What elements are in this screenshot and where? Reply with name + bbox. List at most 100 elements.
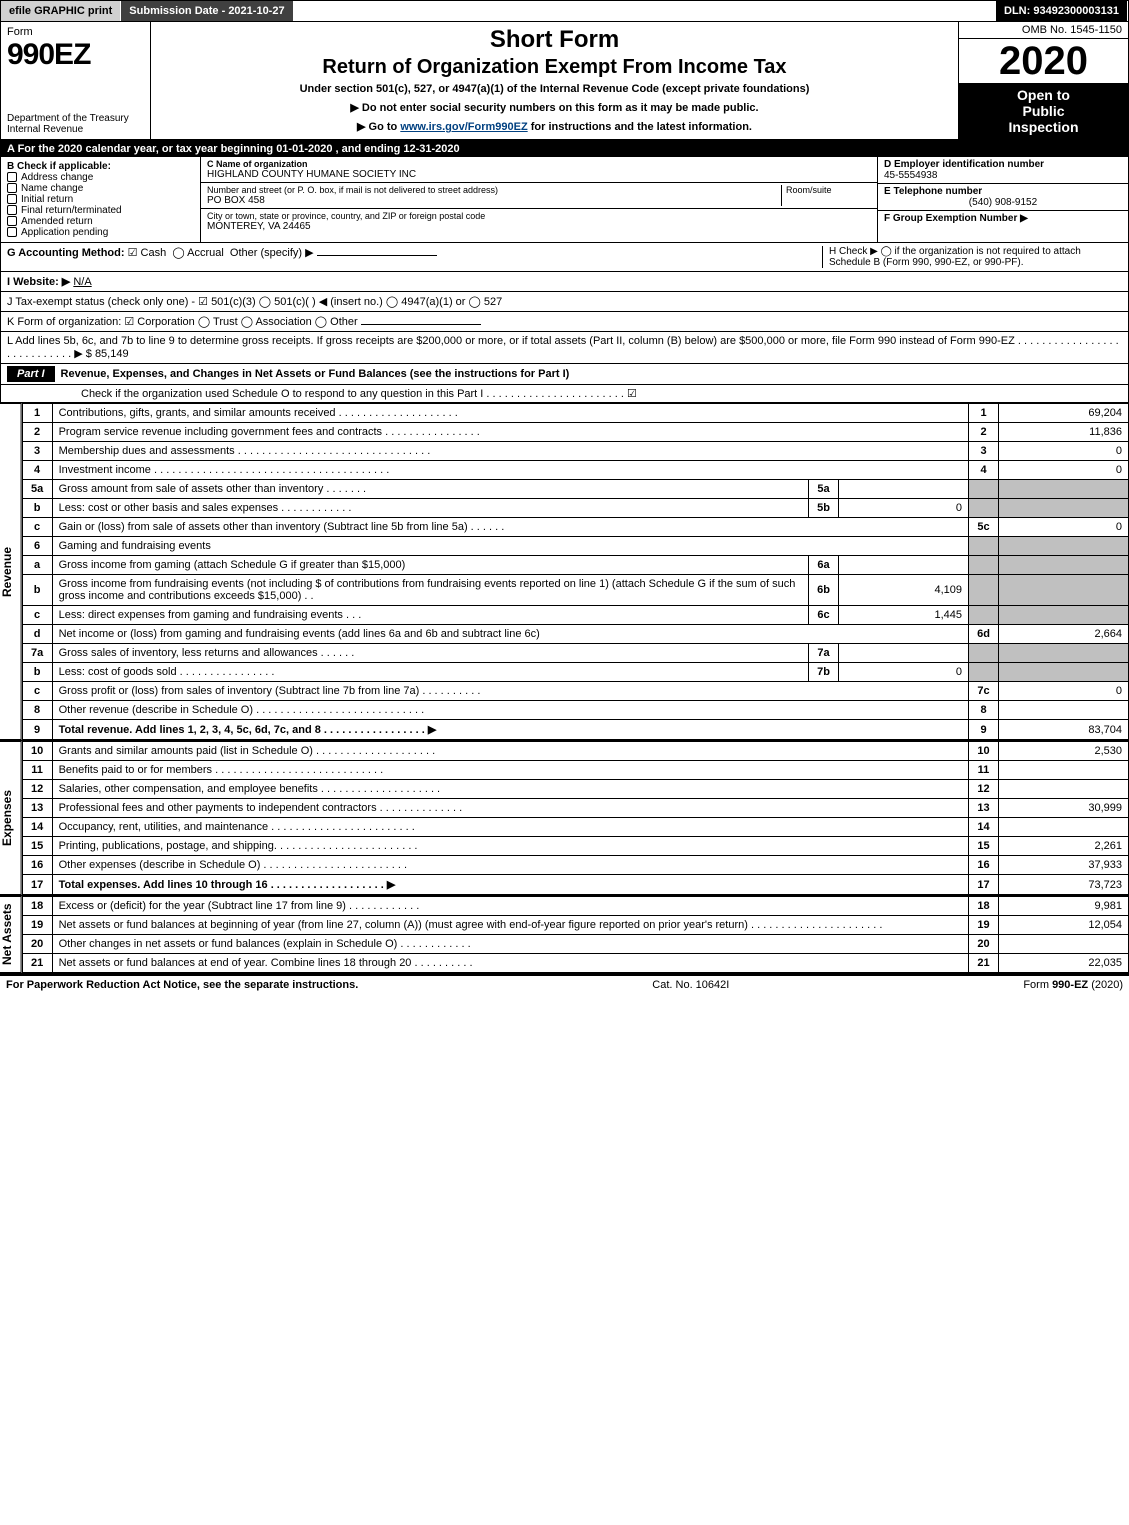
r5a-num: 5a	[22, 480, 52, 499]
form-header: Form 990EZ Department of the Treasury In…	[0, 22, 1129, 141]
c-city-label: City or town, state or province, country…	[207, 211, 871, 221]
revenue-table: 1Contributions, gifts, grants, and simil…	[22, 403, 1129, 740]
side-expenses: Expenses	[0, 741, 22, 895]
chk-amended-return[interactable]: Amended return	[7, 216, 194, 227]
chk-initial-return[interactable]: Initial return	[7, 194, 194, 205]
d-label: D Employer identification number	[884, 159, 1122, 170]
r17-amt: 73,723	[999, 875, 1129, 895]
r15-desc: Printing, publications, postage, and shi…	[52, 837, 968, 856]
row-6b: bGross income from fundraising events (n…	[22, 575, 1128, 606]
r4-amt: 0	[999, 461, 1129, 480]
chk-name-change[interactable]: Name change	[7, 183, 194, 194]
c-city-row: City or town, state or province, country…	[201, 209, 877, 234]
r2-box: 2	[969, 423, 999, 442]
header-right: OMB No. 1545-1150 2020 Open to Public In…	[958, 22, 1128, 139]
r6a-num: a	[22, 556, 52, 575]
r14-desc: Occupancy, rent, utilities, and maintena…	[52, 818, 968, 837]
line-k: K Form of organization: ☑ Corporation ◯ …	[0, 312, 1129, 332]
g-cash-check[interactable]: ☑	[128, 247, 138, 259]
row-14: 14Occupancy, rent, utilities, and mainte…	[22, 818, 1128, 837]
r5b-num: b	[22, 499, 52, 518]
r6d-box: 6d	[969, 625, 999, 644]
row-3: 3Membership dues and assessments . . . .…	[22, 442, 1128, 461]
page-footer: For Paperwork Reduction Act Notice, see …	[0, 975, 1129, 994]
r4-box: 4	[969, 461, 999, 480]
part-i-check-line: Check if the organization used Schedule …	[1, 385, 1128, 402]
form-number: 990EZ	[7, 38, 144, 72]
r7b-mbox: 7b	[809, 663, 839, 682]
r2-amt: 11,836	[999, 423, 1129, 442]
row-1: 1Contributions, gifts, grants, and simil…	[22, 404, 1128, 423]
open-to-public: Open to Public Inspection	[959, 83, 1128, 139]
r6c-mamt: 1,445	[839, 606, 969, 625]
r8-num: 8	[22, 701, 52, 720]
chk-address-change[interactable]: Address change	[7, 172, 194, 183]
r13-box: 13	[969, 799, 999, 818]
r5c-amt: 0	[999, 518, 1129, 537]
chk-final-return[interactable]: Final return/terminated	[7, 205, 194, 216]
r5c-box: 5c	[969, 518, 999, 537]
row-18: 18Excess or (deficit) for the year (Subt…	[22, 897, 1128, 916]
footer-right-pre: Form	[1023, 979, 1052, 991]
r7b-grey1	[969, 663, 999, 682]
r11-amt	[999, 761, 1129, 780]
r12-amt	[999, 780, 1129, 799]
form-label: Form	[7, 26, 144, 38]
r6d-num: d	[22, 625, 52, 644]
line-h: H Check ▶ ◯ if the organization is not r…	[822, 246, 1122, 268]
r17-desc: Total expenses. Add lines 10 through 16 …	[52, 875, 968, 895]
r16-box: 16	[969, 856, 999, 875]
r6b-mbox: 6b	[809, 575, 839, 606]
org-street: PO BOX 458	[207, 195, 781, 206]
k-text: K Form of organization: ☑ Corporation ◯ …	[7, 316, 358, 328]
r6c-grey1	[969, 606, 999, 625]
g-accrual-check[interactable]: ◯	[172, 247, 184, 259]
row-11: 11Benefits paid to or for members . . . …	[22, 761, 1128, 780]
f-label: F Group Exemption Number ▶	[884, 213, 1122, 224]
r6b-grey1	[969, 575, 999, 606]
top-bar: efile GRAPHIC print Submission Date - 20…	[0, 0, 1129, 22]
row-6a: aGross income from gaming (attach Schedu…	[22, 556, 1128, 575]
open-line3: Inspection	[961, 119, 1126, 135]
row-7a: 7aGross sales of inventory, less returns…	[22, 644, 1128, 663]
r5b-mbox: 5b	[809, 499, 839, 518]
r16-desc: Other expenses (describe in Schedule O) …	[52, 856, 968, 875]
e-label: E Telephone number	[884, 186, 1122, 197]
r15-box: 15	[969, 837, 999, 856]
r12-num: 12	[22, 780, 52, 799]
r6c-num: c	[22, 606, 52, 625]
g-other-blank[interactable]	[317, 255, 437, 256]
d-ein-row: D Employer identification number 45-5554…	[878, 157, 1128, 184]
r7b-num: b	[22, 663, 52, 682]
r1-num: 1	[22, 404, 52, 423]
row-4: 4Investment income . . . . . . . . . . .…	[22, 461, 1128, 480]
chk-application-pending[interactable]: Application pending	[7, 227, 194, 238]
r6-desc: Gaming and fundraising events	[52, 537, 968, 556]
expenses-table: 10Grants and similar amounts paid (list …	[22, 741, 1129, 895]
row-21: 21Net assets or fund balances at end of …	[22, 954, 1128, 973]
k-other-blank[interactable]	[361, 324, 481, 325]
entity-info-grid: B Check if applicable: Address change Na…	[0, 157, 1129, 243]
r6a-mbox: 6a	[809, 556, 839, 575]
chk-final-return-label: Final return/terminated	[21, 205, 122, 216]
col-b: B Check if applicable: Address change Na…	[1, 157, 201, 242]
row-6d: dNet income or (loss) from gaming and fu…	[22, 625, 1128, 644]
goto-link[interactable]: www.irs.gov/Form990EZ	[400, 121, 527, 133]
r18-amt: 9,981	[999, 897, 1129, 916]
r13-desc: Professional fees and other payments to …	[52, 799, 968, 818]
org-city: MONTEREY, VA 24465	[207, 221, 871, 232]
efile-print[interactable]: efile GRAPHIC print	[1, 1, 121, 21]
r11-num: 11	[22, 761, 52, 780]
r7a-mbox: 7a	[809, 644, 839, 663]
r5c-num: c	[22, 518, 52, 537]
line-j: J Tax-exempt status (check only one) - ☑…	[0, 292, 1129, 312]
r7c-num: c	[22, 682, 52, 701]
line-g-h: G Accounting Method: ☑ Cash ◯ Accrual Ot…	[0, 243, 1129, 272]
period-a: A For the 2020 calendar year, or tax yea…	[0, 141, 1129, 157]
f-group-row: F Group Exemption Number ▶	[878, 211, 1128, 242]
r14-amt	[999, 818, 1129, 837]
chk-amended-return-label: Amended return	[21, 216, 93, 227]
r6d-amt: 2,664	[999, 625, 1129, 644]
topbar-spacer	[294, 1, 996, 21]
r7a-num: 7a	[22, 644, 52, 663]
